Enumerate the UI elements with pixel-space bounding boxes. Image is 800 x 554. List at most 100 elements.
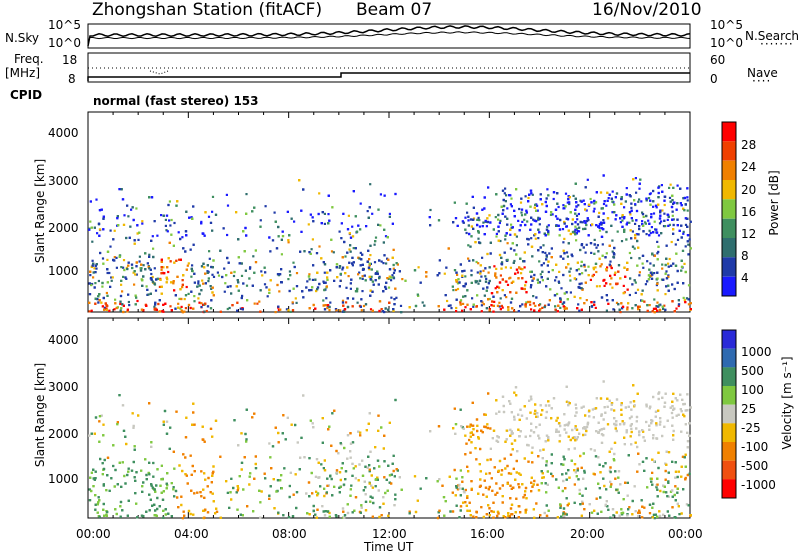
- power-cell: [180, 297, 183, 301]
- power-cell: [328, 309, 331, 312]
- power-cell: [456, 273, 459, 276]
- power-cell: [112, 238, 115, 241]
- power-cell: [185, 285, 188, 289]
- power-cell: [641, 299, 644, 302]
- power-cell: [242, 282, 245, 285]
- power-cell: [118, 188, 121, 191]
- power-cell: [327, 213, 330, 216]
- power-cell: [197, 280, 200, 283]
- power-cell: [169, 260, 172, 263]
- power-cell: [298, 179, 301, 182]
- power-cell: [132, 218, 135, 222]
- power-cell: [653, 272, 656, 275]
- power-cell: [499, 274, 502, 277]
- power-cell: [240, 274, 244, 277]
- power-cell: [641, 220, 644, 223]
- power-cell: [117, 224, 120, 227]
- power-cell: [667, 224, 670, 227]
- power-cell: [488, 214, 491, 217]
- power-cell: [421, 301, 424, 304]
- power-cell: [146, 262, 149, 265]
- power-cell: [561, 302, 564, 305]
- power-cell: [558, 270, 561, 273]
- power-cell: [300, 230, 303, 233]
- power-cell: [687, 253, 690, 256]
- power-cell: [687, 303, 690, 306]
- power-cell: [111, 276, 114, 279]
- power-cell: [461, 309, 464, 312]
- power-cell: [582, 227, 585, 231]
- power-cell: [637, 233, 640, 236]
- power-cell: [355, 230, 359, 233]
- power-cell: [594, 201, 598, 204]
- power-cell: [138, 231, 141, 234]
- power-cell: [520, 197, 523, 200]
- power-cell: [109, 285, 112, 288]
- power-cell: [361, 275, 364, 278]
- power-cell: [98, 299, 101, 302]
- power-cell: [682, 230, 685, 233]
- power-cell: [315, 252, 319, 255]
- power-cell: [323, 271, 326, 274]
- power-cell: [518, 229, 521, 232]
- power-cell: [548, 252, 551, 255]
- power-cell: [504, 200, 507, 203]
- power-cell: [524, 284, 527, 287]
- power-cell: [136, 224, 139, 227]
- power-cell: [541, 279, 544, 282]
- power-cell: [656, 301, 659, 304]
- power-cell: [595, 285, 599, 288]
- power-cell: [292, 287, 295, 290]
- power-cell: [160, 266, 163, 269]
- power-cell: [546, 277, 549, 280]
- power-cell: [590, 301, 593, 304]
- power-cell: [680, 224, 683, 227]
- power-cell: [318, 192, 321, 195]
- power-cell: [208, 257, 211, 260]
- power-cell: [537, 281, 540, 284]
- power-cell: [120, 307, 123, 310]
- power-cell: [467, 215, 470, 218]
- power-cell: [93, 286, 96, 289]
- power-cell: [472, 227, 475, 230]
- power-cell: [661, 263, 664, 266]
- power-cell: [676, 184, 679, 187]
- power-cell: [563, 207, 566, 210]
- power-cell: [647, 219, 650, 222]
- power-cell: [288, 289, 291, 293]
- power-cell: [586, 217, 589, 220]
- power-cell: [444, 294, 447, 297]
- power-cell: [150, 196, 154, 199]
- power-cell: [621, 214, 624, 217]
- power-cell: [383, 310, 386, 314]
- power-cell: [689, 247, 692, 250]
- power-cell: [575, 269, 578, 272]
- power-cell: [632, 178, 635, 181]
- power-cell: [386, 236, 389, 239]
- power-cell: [211, 286, 214, 289]
- power-cell: [628, 194, 631, 197]
- power-cell: [539, 198, 542, 201]
- power-cell: [657, 203, 660, 206]
- power-cell: [461, 274, 464, 277]
- power-cell: [605, 282, 608, 285]
- power-cell: [254, 249, 257, 252]
- power-cell: [132, 271, 135, 274]
- power-cell: [244, 226, 247, 230]
- power-cell: [533, 234, 536, 237]
- power-cell: [634, 281, 637, 284]
- power-cell: [191, 217, 194, 220]
- power-cell: [151, 235, 154, 238]
- power-cell: [628, 293, 631, 297]
- power-cell: [527, 238, 530, 241]
- power-cell: [238, 262, 241, 265]
- power-cell: [116, 215, 119, 218]
- power-cell: [663, 219, 666, 222]
- power-cell: [617, 264, 621, 267]
- power-cell: [323, 212, 326, 215]
- power-cell: [179, 258, 182, 261]
- power-cell: [490, 304, 493, 307]
- power-cell: [139, 269, 143, 272]
- power-cell: [580, 200, 583, 203]
- power-cell: [279, 308, 282, 311]
